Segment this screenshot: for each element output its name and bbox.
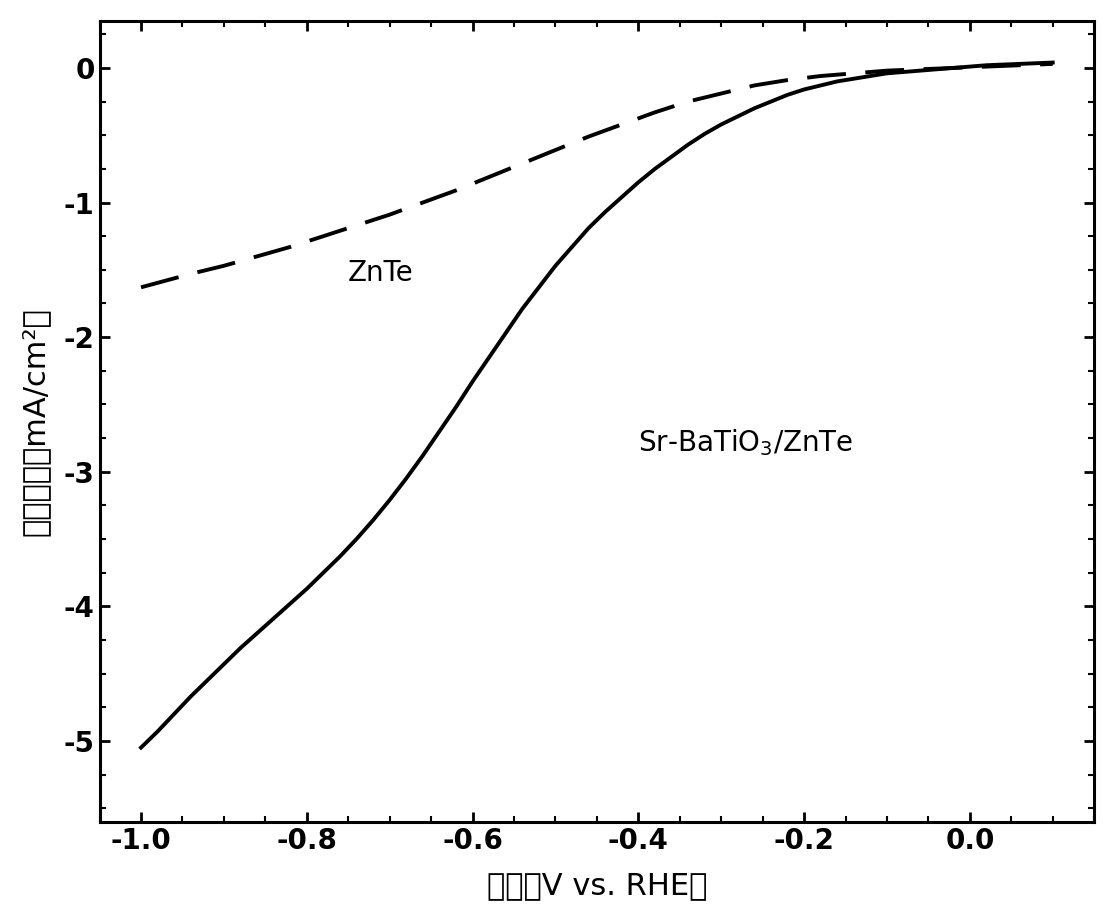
X-axis label: 电位（V vs. RHE）: 电位（V vs. RHE） bbox=[486, 871, 707, 900]
Y-axis label: 电流密度（mA/cm²）: 电流密度（mA/cm²） bbox=[21, 307, 50, 536]
Text: ZnTe: ZnTe bbox=[348, 259, 414, 286]
Text: Sr-BaTiO$_3$/ZnTe: Sr-BaTiO$_3$/ZnTe bbox=[638, 427, 854, 459]
